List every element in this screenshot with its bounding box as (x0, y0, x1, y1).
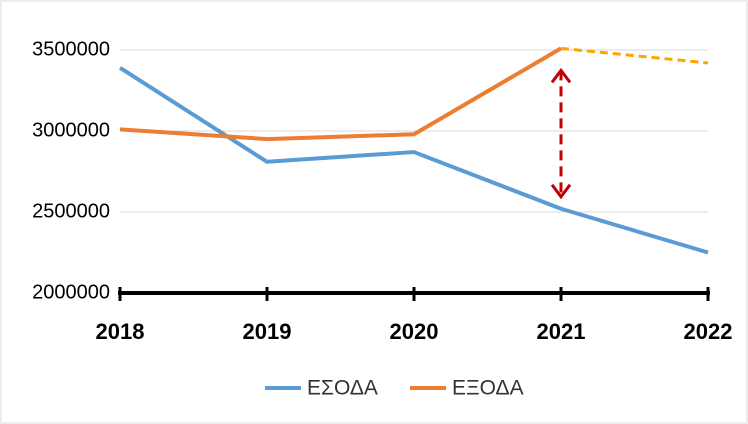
data-line (119, 46, 563, 142)
y-tick-label: 2000000 (32, 281, 110, 303)
projected-segment (560, 46, 709, 65)
arrow-head (550, 67, 572, 84)
x-tick-label: 2018 (96, 319, 145, 344)
y-tick-label: 3000000 (32, 119, 110, 141)
x-tick-label: 2022 (684, 319, 733, 344)
arrow-head (550, 183, 572, 200)
legend-label: ΕΞΟΔΑ (452, 377, 524, 400)
legend-label: ΕΣΟΔΑ (307, 377, 378, 400)
x-tick-label: 2021 (537, 319, 586, 344)
y-tick-label: 3500000 (32, 38, 110, 60)
data-line (118, 66, 709, 255)
y-tick-label: 2500000 (32, 200, 110, 222)
x-tick-label: 2019 (243, 319, 292, 344)
x-tick-label: 2020 (390, 319, 439, 344)
